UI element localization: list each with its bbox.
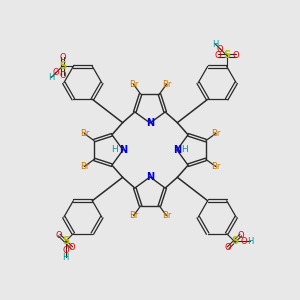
- Text: O: O: [52, 68, 59, 77]
- Text: O: O: [240, 237, 247, 246]
- Text: H: H: [182, 146, 188, 154]
- Text: N: N: [119, 145, 127, 155]
- Text: S: S: [223, 50, 230, 60]
- Text: H: H: [247, 237, 254, 246]
- Text: O: O: [59, 71, 66, 80]
- Text: O: O: [62, 246, 69, 255]
- Text: Br: Br: [211, 162, 220, 171]
- Text: H: H: [112, 146, 118, 154]
- Text: O: O: [225, 243, 231, 252]
- Text: Br: Br: [162, 211, 171, 220]
- Text: Br: Br: [162, 80, 171, 89]
- Text: H: H: [48, 73, 54, 82]
- Text: Br: Br: [211, 129, 220, 138]
- Text: Br: Br: [80, 129, 89, 138]
- Text: H: H: [212, 40, 218, 49]
- Text: N: N: [146, 118, 154, 128]
- Text: O: O: [56, 230, 62, 239]
- Text: H: H: [62, 253, 69, 262]
- Text: O: O: [69, 243, 75, 252]
- Text: S: S: [62, 236, 69, 246]
- Text: O: O: [238, 230, 244, 239]
- Text: O: O: [214, 51, 221, 60]
- Text: Br: Br: [129, 80, 138, 89]
- Text: Br: Br: [129, 211, 138, 220]
- Text: O: O: [232, 51, 239, 60]
- Text: S: S: [231, 236, 238, 246]
- Text: S: S: [59, 61, 66, 71]
- Text: N: N: [173, 145, 181, 155]
- Text: O: O: [217, 44, 224, 53]
- Text: N: N: [146, 172, 154, 182]
- Text: Br: Br: [80, 162, 89, 171]
- Text: O: O: [59, 53, 66, 62]
